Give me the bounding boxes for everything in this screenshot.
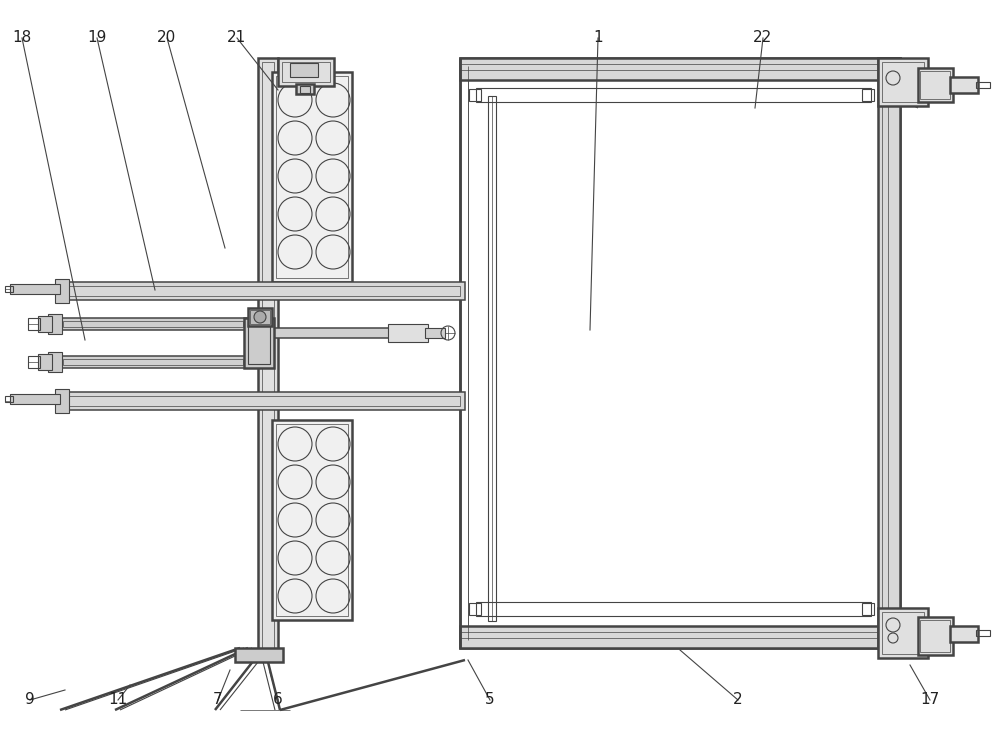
Bar: [296, 84, 314, 94]
Bar: [60, 392, 465, 410]
Bar: [55, 389, 69, 413]
Bar: [5, 286, 13, 292]
Bar: [235, 648, 283, 662]
Text: 19: 19: [87, 31, 107, 45]
Bar: [950, 626, 978, 642]
Bar: [28, 356, 40, 368]
Bar: [278, 58, 334, 86]
Text: 11: 11: [108, 693, 128, 707]
Bar: [878, 58, 900, 648]
Bar: [48, 314, 62, 334]
Bar: [469, 89, 481, 101]
Bar: [976, 630, 990, 636]
Bar: [58, 318, 248, 330]
Bar: [918, 617, 953, 655]
Bar: [248, 308, 272, 326]
Bar: [882, 612, 924, 654]
Bar: [38, 354, 52, 370]
Bar: [10, 394, 60, 404]
Bar: [65, 396, 460, 406]
Bar: [282, 62, 330, 82]
Bar: [48, 352, 62, 372]
Bar: [60, 282, 465, 300]
Bar: [10, 284, 60, 294]
Bar: [58, 356, 248, 368]
Bar: [250, 310, 270, 324]
Text: 1: 1: [593, 31, 603, 45]
Text: 18: 18: [12, 31, 32, 45]
Bar: [5, 396, 13, 402]
Bar: [862, 89, 874, 101]
Bar: [262, 62, 274, 649]
Bar: [488, 96, 496, 621]
Bar: [276, 76, 348, 278]
Bar: [300, 86, 310, 93]
Bar: [460, 626, 900, 648]
Bar: [63, 359, 243, 365]
Bar: [882, 62, 924, 102]
Bar: [272, 420, 352, 620]
Text: 17: 17: [920, 693, 940, 707]
Bar: [950, 77, 978, 93]
Bar: [63, 321, 243, 327]
Bar: [878, 58, 928, 106]
Bar: [65, 286, 460, 296]
Bar: [878, 608, 928, 658]
Bar: [55, 279, 69, 303]
Circle shape: [254, 311, 266, 323]
Bar: [388, 324, 428, 342]
Text: 5: 5: [485, 693, 495, 707]
Bar: [38, 316, 52, 332]
Bar: [244, 318, 274, 368]
Bar: [920, 71, 950, 99]
Bar: [425, 328, 445, 338]
Text: 20: 20: [157, 31, 177, 45]
Bar: [290, 63, 318, 77]
Bar: [918, 68, 953, 102]
Bar: [248, 322, 270, 364]
Bar: [276, 424, 348, 616]
Text: 7: 7: [213, 693, 223, 707]
Bar: [258, 58, 278, 653]
Bar: [476, 88, 871, 102]
Bar: [468, 66, 892, 640]
Bar: [920, 620, 950, 652]
Text: 2: 2: [733, 693, 743, 707]
Bar: [28, 318, 40, 330]
Bar: [862, 603, 874, 615]
Bar: [460, 58, 900, 80]
Bar: [476, 602, 871, 616]
Bar: [272, 72, 352, 282]
Bar: [469, 603, 481, 615]
Text: 21: 21: [227, 31, 247, 45]
Bar: [272, 328, 392, 338]
Bar: [976, 82, 990, 88]
Text: 22: 22: [753, 31, 773, 45]
Text: 9: 9: [25, 693, 35, 707]
Text: 6: 6: [273, 693, 283, 707]
Bar: [460, 58, 900, 648]
